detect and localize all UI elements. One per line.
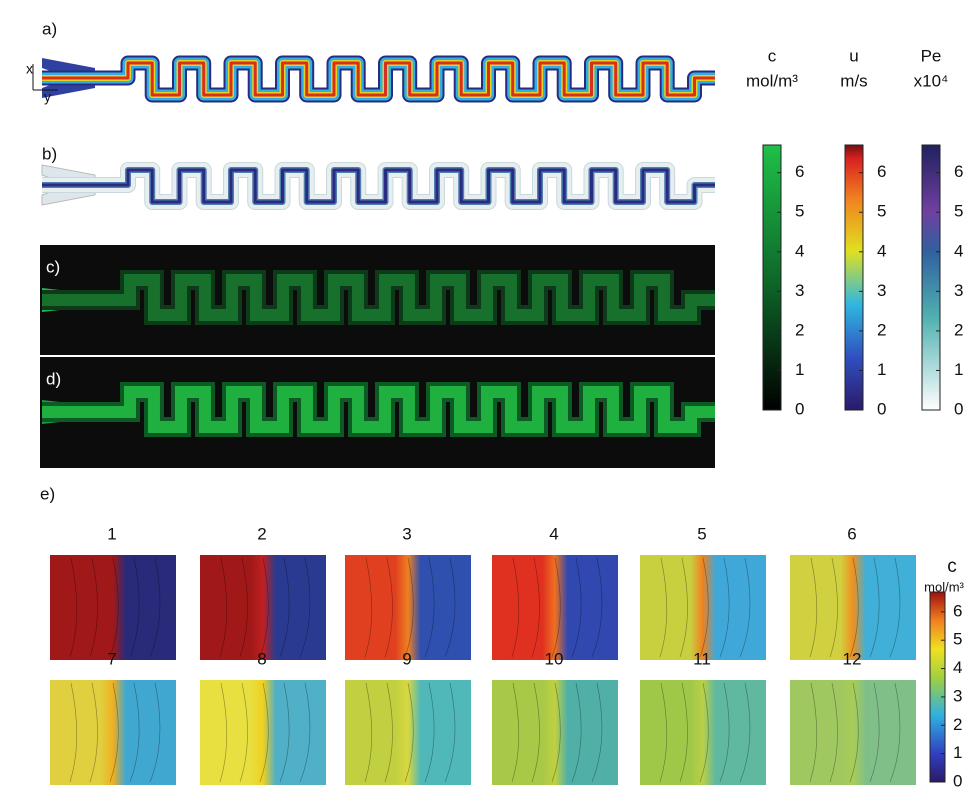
colorbar-unit: m/s <box>840 71 867 90</box>
panel-label: b) <box>42 144 57 163</box>
tick-label: 1 <box>877 360 886 379</box>
tick-label: 3 <box>953 686 962 705</box>
colorbar-title: c <box>947 556 957 577</box>
tick-label: 6 <box>953 601 962 620</box>
tick-label: 0 <box>954 399 963 418</box>
tick-label: 5 <box>877 202 886 221</box>
tick-label: 2 <box>795 320 804 339</box>
colorbar-title: c <box>768 46 777 65</box>
tick-label: 4 <box>953 658 962 677</box>
tick-label: 5 <box>795 202 804 221</box>
snapshot-label: 7 <box>107 649 116 668</box>
colorbar-unit: mol/m³ <box>746 71 798 90</box>
snapshot-label: 9 <box>402 649 411 668</box>
tick-label: 1 <box>954 360 963 379</box>
panel-label: a) <box>42 19 57 38</box>
snapshot-label: 10 <box>545 649 564 668</box>
axis-label: x <box>26 61 33 77</box>
tick-label: 4 <box>877 241 886 260</box>
tick-label: 0 <box>953 771 962 790</box>
snapshot-label: 2 <box>257 524 266 543</box>
tick-label: 5 <box>953 630 962 649</box>
colorbar-unit: x10⁴ <box>914 71 949 90</box>
tick-label: 2 <box>953 715 962 734</box>
tick-label: 6 <box>954 162 963 181</box>
tick-label: 5 <box>954 202 963 221</box>
snapshot-label: 6 <box>847 524 856 543</box>
snapshot-label: 12 <box>843 649 862 668</box>
snapshot-label: 5 <box>697 524 706 543</box>
snapshot-label: 4 <box>549 524 558 543</box>
tick-label: 3 <box>877 281 886 300</box>
panel-label: c) <box>46 257 60 276</box>
snapshot-label: 3 <box>402 524 411 543</box>
figure: a) b) c) d) e) x y cmol/m³0123456um/s012… <box>0 0 979 798</box>
colorbar-unit: mol/m³ <box>924 579 964 594</box>
artwork <box>40 58 945 785</box>
tick-label: 1 <box>795 360 804 379</box>
tick-label: 1 <box>953 743 962 762</box>
colorbar-title: Pe <box>921 46 942 65</box>
tick-label: 2 <box>954 320 963 339</box>
snapshot-label: 1 <box>107 524 116 543</box>
snapshot-label: 8 <box>257 649 266 668</box>
tick-label: 3 <box>954 281 963 300</box>
panel-label: e) <box>40 484 55 503</box>
tick-label: 4 <box>954 241 963 260</box>
tick-label: 0 <box>795 399 804 418</box>
tick-label: 6 <box>795 162 804 181</box>
axis-label: y <box>44 89 51 105</box>
tick-label: 3 <box>795 281 804 300</box>
tick-label: 6 <box>877 162 886 181</box>
tick-label: 2 <box>877 320 886 339</box>
tick-label: 0 <box>877 399 886 418</box>
colorbar-title: u <box>849 46 858 65</box>
panel-label: d) <box>46 369 61 388</box>
snapshot-label: 11 <box>693 649 711 668</box>
tick-label: 4 <box>795 241 804 260</box>
